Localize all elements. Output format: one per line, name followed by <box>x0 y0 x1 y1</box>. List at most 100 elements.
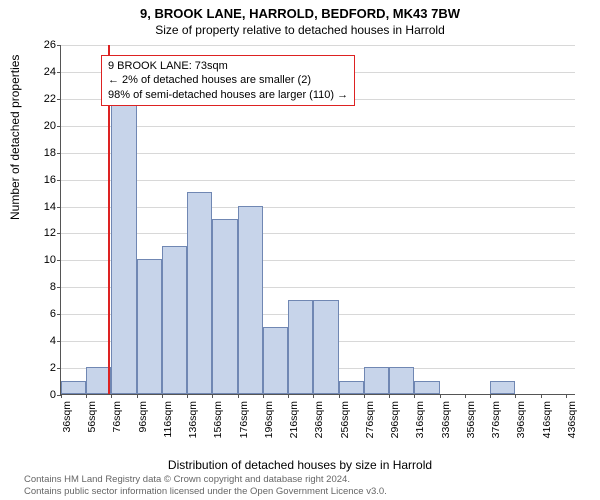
histogram-bar <box>263 327 288 394</box>
x-tick-label: 436sqm <box>566 401 578 438</box>
x-tick-label: 256sqm <box>339 401 351 438</box>
annotation-line-2: ← 2% of detached houses are smaller (2) <box>108 73 348 87</box>
gridline <box>61 207 575 208</box>
x-tick-label: 76sqm <box>111 401 123 433</box>
x-tick-label: 336sqm <box>440 401 452 438</box>
x-tick-label: 176sqm <box>238 401 250 438</box>
histogram-bar <box>187 192 212 394</box>
x-tick-mark <box>515 394 516 398</box>
y-tick-label: 12 <box>44 227 56 239</box>
y-tick-label: 18 <box>44 147 56 159</box>
x-tick-mark <box>162 394 163 398</box>
x-tick-label: 116sqm <box>162 401 174 438</box>
y-ticks: 02468101214161820222426 <box>0 45 60 395</box>
x-tick-mark <box>414 394 415 398</box>
histogram-bar <box>288 300 313 394</box>
y-tick-label: 8 <box>50 281 56 293</box>
histogram-bar <box>137 259 162 394</box>
gridline <box>61 126 575 127</box>
y-tick-mark <box>57 153 61 154</box>
x-tick-label: 356sqm <box>465 401 477 438</box>
y-tick-mark <box>57 126 61 127</box>
x-tick-mark <box>465 394 466 398</box>
annotation-line-3: 98% of semi-detached houses are larger (… <box>108 88 348 102</box>
y-tick-label: 4 <box>50 335 56 347</box>
histogram-bar <box>339 381 364 394</box>
y-tick-label: 22 <box>44 93 56 105</box>
x-axis-label: Distribution of detached houses by size … <box>0 458 600 472</box>
x-tick-label: 236sqm <box>313 401 325 438</box>
x-tick-mark <box>389 394 390 398</box>
x-tick-mark <box>541 394 542 398</box>
y-tick-mark <box>57 72 61 73</box>
chart-container: 9, BROOK LANE, HARROLD, BEDFORD, MK43 7B… <box>0 0 600 500</box>
annotation-box: 9 BROOK LANE: 73sqm ← 2% of detached hou… <box>101 55 355 106</box>
histogram-bar <box>61 381 86 394</box>
gridline <box>61 45 575 46</box>
y-tick-mark <box>57 260 61 261</box>
x-tick-mark <box>313 394 314 398</box>
y-tick-label: 6 <box>50 308 56 320</box>
x-tick-label: 316sqm <box>414 401 426 438</box>
y-tick-mark <box>57 233 61 234</box>
chart-title: 9, BROOK LANE, HARROLD, BEDFORD, MK43 7B… <box>0 0 600 21</box>
y-tick-label: 2 <box>50 362 56 374</box>
y-tick-mark <box>57 99 61 100</box>
histogram-bar <box>414 381 439 394</box>
histogram-bar <box>490 381 515 394</box>
gridline <box>61 180 575 181</box>
plot-area: 36sqm56sqm76sqm96sqm116sqm136sqm156sqm17… <box>60 45 575 395</box>
x-tick-label: 96sqm <box>137 401 149 433</box>
x-tick-label: 136sqm <box>187 401 199 438</box>
x-tick-label: 216sqm <box>288 401 300 438</box>
y-tick-label: 0 <box>50 389 56 401</box>
footnote-line-1: Contains HM Land Registry data © Crown c… <box>24 474 387 486</box>
y-tick-label: 20 <box>44 120 56 132</box>
y-tick-mark <box>57 180 61 181</box>
y-tick-mark <box>57 45 61 46</box>
x-tick-label: 376sqm <box>490 401 502 438</box>
histogram-bar <box>238 206 263 394</box>
histogram-bar <box>313 300 338 394</box>
chart-subtitle: Size of property relative to detached ho… <box>0 21 600 37</box>
x-tick-mark <box>212 394 213 398</box>
gridline <box>61 233 575 234</box>
x-tick-label: 56sqm <box>86 401 98 433</box>
footnote-line-2: Contains public sector information licen… <box>24 486 387 498</box>
x-tick-label: 156sqm <box>212 401 224 438</box>
x-tick-label: 416sqm <box>541 401 553 438</box>
x-tick-mark <box>187 394 188 398</box>
histogram-bar <box>162 246 187 394</box>
x-tick-label: 396sqm <box>515 401 527 438</box>
x-tick-label: 296sqm <box>389 401 401 438</box>
x-tick-label: 196sqm <box>263 401 275 438</box>
y-tick-mark <box>57 207 61 208</box>
x-tick-mark <box>566 394 567 398</box>
x-tick-mark <box>61 394 62 398</box>
y-tick-mark <box>57 341 61 342</box>
gridline <box>61 153 575 154</box>
y-tick-label: 24 <box>44 66 56 78</box>
x-tick-mark <box>137 394 138 398</box>
y-tick-label: 26 <box>44 39 56 51</box>
x-tick-label: 276sqm <box>364 401 376 438</box>
x-tick-mark <box>440 394 441 398</box>
y-tick-mark <box>57 314 61 315</box>
x-tick-mark <box>111 394 112 398</box>
x-tick-mark <box>238 394 239 398</box>
x-tick-mark <box>263 394 264 398</box>
y-tick-label: 14 <box>44 201 56 213</box>
x-tick-mark <box>86 394 87 398</box>
histogram-bar <box>212 219 237 394</box>
histogram-bar <box>364 367 389 394</box>
annotation-line-1: 9 BROOK LANE: 73sqm <box>108 59 348 73</box>
histogram-bar <box>389 367 414 394</box>
x-tick-mark <box>288 394 289 398</box>
y-tick-mark <box>57 287 61 288</box>
y-tick-label: 10 <box>44 254 56 266</box>
y-tick-label: 16 <box>44 174 56 186</box>
x-tick-mark <box>339 394 340 398</box>
x-tick-label: 36sqm <box>61 401 73 433</box>
y-tick-mark <box>57 368 61 369</box>
histogram-bar <box>111 98 136 394</box>
